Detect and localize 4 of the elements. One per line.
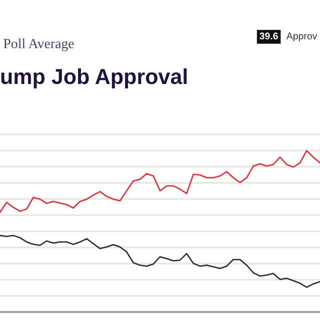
text: Approv (286, 32, 318, 42)
chart-subtitle: Poll Average (4, 38, 74, 52)
text: 39.6 (260, 32, 278, 40)
chart-title: ump Job Approval (1, 68, 187, 88)
